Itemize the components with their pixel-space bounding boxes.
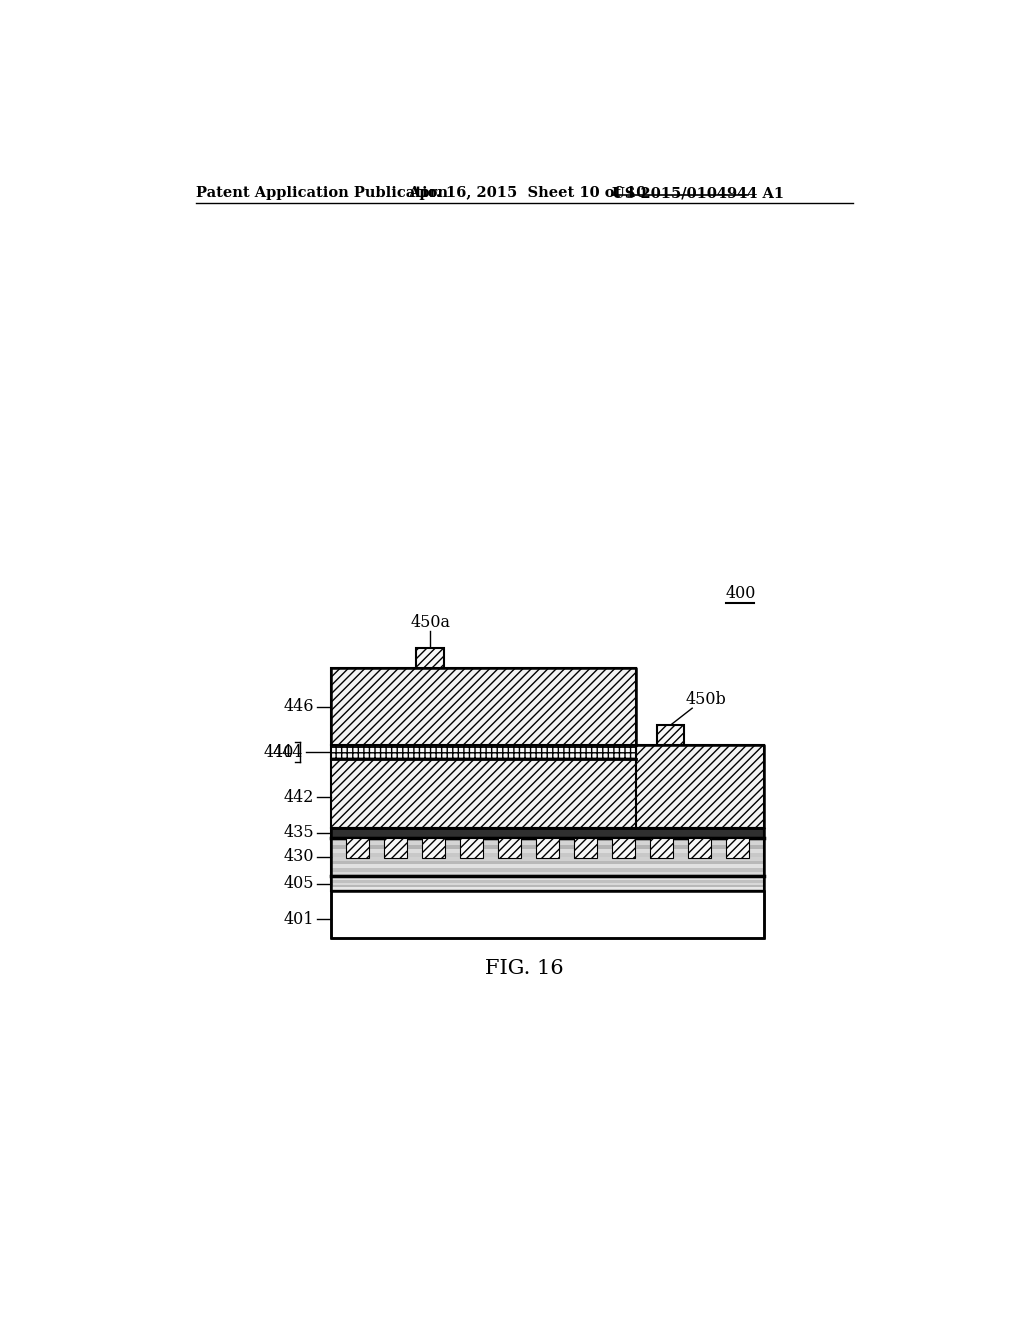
Bar <box>649 838 673 858</box>
Text: US 2015/0104944 A1: US 2015/0104944 A1 <box>612 186 784 201</box>
Bar <box>331 869 764 873</box>
Bar <box>331 744 636 759</box>
Text: 401: 401 <box>284 911 314 928</box>
Bar <box>331 887 764 890</box>
Bar <box>331 861 764 865</box>
Bar <box>331 882 764 884</box>
Bar <box>331 857 764 861</box>
Bar <box>656 725 684 744</box>
Text: 400: 400 <box>725 585 756 602</box>
Bar <box>331 849 764 853</box>
Text: 440: 440 <box>263 743 294 760</box>
Bar <box>331 841 764 845</box>
Bar <box>331 891 764 937</box>
Text: 405: 405 <box>284 875 314 892</box>
Text: Apr. 16, 2015  Sheet 10 of 10: Apr. 16, 2015 Sheet 10 of 10 <box>409 186 647 201</box>
Bar <box>331 884 764 887</box>
Bar <box>726 838 749 858</box>
Text: FIG. 16: FIG. 16 <box>485 958 564 978</box>
Text: Patent Application Publication: Patent Application Publication <box>197 186 449 201</box>
Bar <box>331 837 764 841</box>
Bar <box>331 880 764 883</box>
Bar <box>460 838 483 858</box>
Bar <box>498 838 521 858</box>
Bar <box>417 648 444 668</box>
Bar <box>331 759 764 829</box>
Bar <box>331 853 764 857</box>
Bar <box>687 838 711 858</box>
Bar <box>331 865 764 869</box>
Bar <box>331 878 764 880</box>
Text: 450b: 450b <box>686 692 726 708</box>
Bar <box>331 876 764 891</box>
Text: 442: 442 <box>284 788 314 805</box>
Bar <box>331 829 764 838</box>
Bar <box>331 871 764 876</box>
Text: 430: 430 <box>284 849 314 866</box>
Bar <box>346 838 369 858</box>
Bar <box>331 888 764 891</box>
Bar <box>331 875 764 878</box>
Text: 446: 446 <box>284 698 314 715</box>
Bar <box>611 838 635 858</box>
Bar <box>331 838 764 876</box>
Bar <box>536 838 559 858</box>
Text: 444: 444 <box>272 743 303 760</box>
Text: 450a: 450a <box>411 614 451 631</box>
Text: 435: 435 <box>284 825 314 841</box>
Bar <box>384 838 407 858</box>
Bar <box>573 838 597 858</box>
Bar <box>331 845 764 849</box>
Bar <box>422 838 445 858</box>
Bar <box>636 744 764 829</box>
Bar <box>331 668 636 744</box>
